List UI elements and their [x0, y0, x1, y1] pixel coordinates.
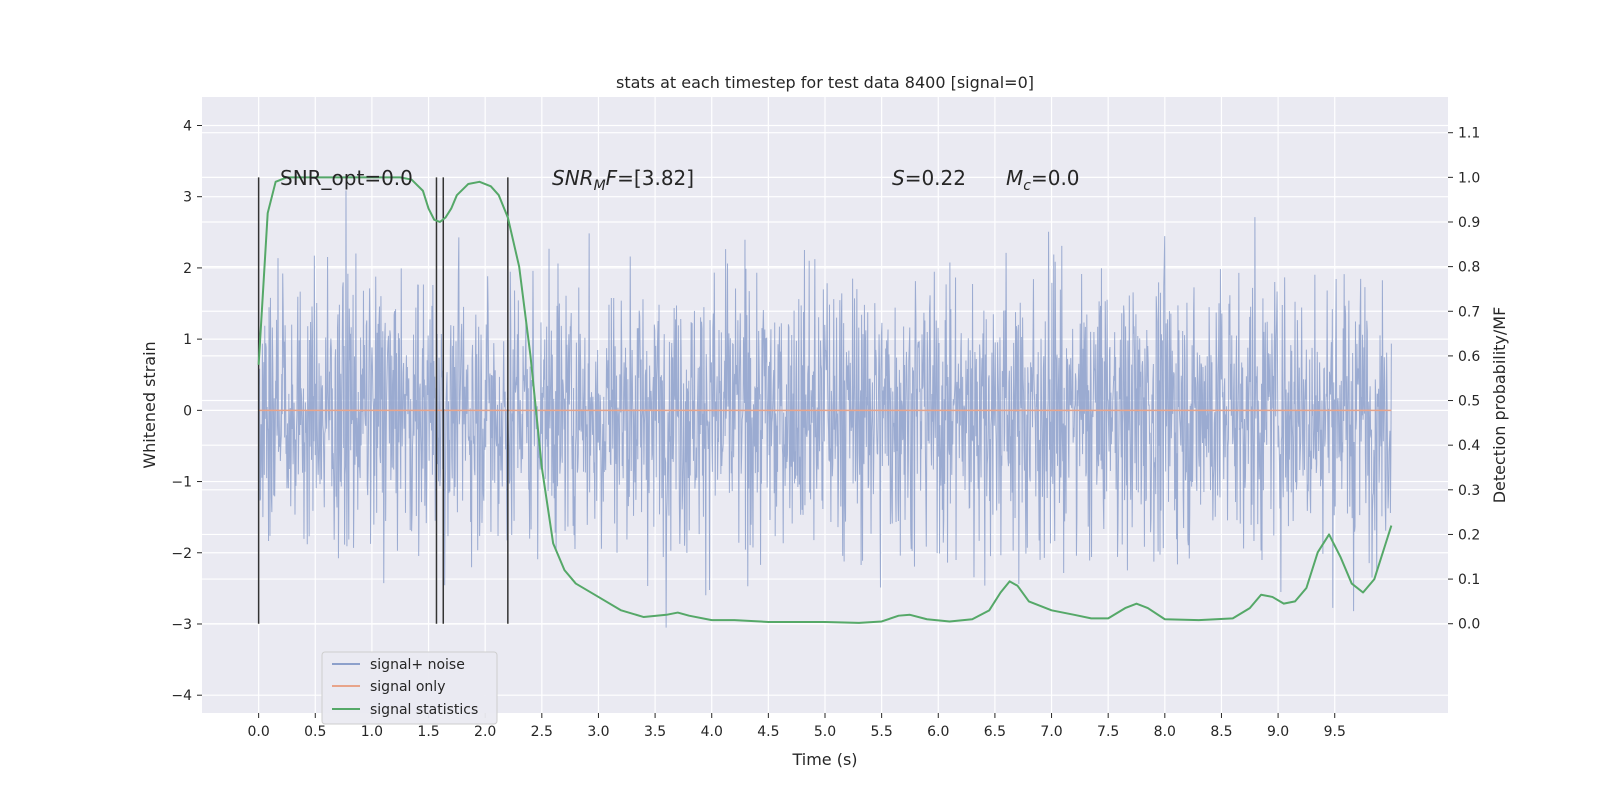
y-tick-label-7: −3 — [171, 617, 192, 633]
x-tick-label-1: 0.5 — [304, 724, 326, 740]
y-right-tick-label-2: 0.9 — [1458, 215, 1480, 231]
annotation-mc-tail: =0.0 — [1031, 166, 1080, 190]
x-tick-label-17: 8.5 — [1210, 724, 1232, 740]
annotation-snr-mf: SNRMF=[3.82] — [552, 166, 694, 194]
legend-label-signal-noise: signal+ noise — [370, 657, 465, 673]
y-right-tick-label-5: 0.6 — [1458, 349, 1480, 365]
x-tick-label-0: 0.0 — [248, 724, 270, 740]
annotation-snr-mf-main: SNR — [552, 166, 594, 190]
x-tick-label-19: 9.5 — [1324, 724, 1346, 740]
x-tick-label-7: 3.5 — [644, 724, 666, 740]
x-tick-label-11: 5.5 — [871, 724, 893, 740]
x-tick-label-12: 6.0 — [927, 724, 949, 740]
x-tick-label-9: 4.5 — [757, 724, 779, 740]
annotation-s-main: S — [892, 166, 905, 190]
x-tick-label-15: 7.5 — [1097, 724, 1119, 740]
x-tick-label-5: 2.5 — [531, 724, 553, 740]
x-axis-label: Time (s) — [791, 750, 857, 769]
y-tick-label-2: 2 — [183, 261, 192, 277]
x-tick-label-6: 3.0 — [587, 724, 609, 740]
y-right-tick-label-4: 0.7 — [1458, 304, 1480, 320]
x-tick-label-4: 2.0 — [474, 724, 496, 740]
legend: signal+ noise signal only signal statist… — [321, 651, 498, 725]
y-axis-label: Whitened strain — [140, 341, 159, 468]
y-right-tick-label-3: 0.8 — [1458, 260, 1480, 276]
x-tick-label-2: 1.0 — [361, 724, 383, 740]
series-signal-noise — [258, 190, 1392, 628]
annotation-snr-mf-sub: M — [594, 178, 606, 194]
x-tick-label-8: 4.0 — [701, 724, 723, 740]
annotation-snr-mf-tail-f: F — [606, 166, 618, 190]
y-right-tick-label-8: 0.3 — [1458, 483, 1480, 499]
y-right-axis-label: Detection probability/MF — [1490, 307, 1509, 504]
y-right-tick-label-9: 0.2 — [1458, 527, 1480, 543]
annotation-s: S=0.22 — [892, 166, 966, 190]
y-right-tick-label-10: 0.1 — [1458, 572, 1480, 588]
y-tick-label-1: 3 — [183, 190, 192, 206]
y-right-axis-ticks: 1.1 1.0 0.9 0.8 0.7 0.6 0.5 0.4 0.3 0.2 0.1 0.0 — [1448, 126, 1480, 633]
y-right-tick-label-7: 0.4 — [1458, 438, 1480, 454]
y-tick-label-5: −1 — [171, 475, 192, 491]
annotation-mc: Mc=0.0 — [1006, 166, 1080, 194]
annotation-s-tail: =0.22 — [905, 166, 966, 190]
y-tick-label-6: −2 — [171, 546, 192, 562]
x-tick-label-13: 6.5 — [984, 724, 1006, 740]
y-tick-label-8: −4 — [171, 688, 192, 704]
x-tick-label-18: 9.0 — [1267, 724, 1289, 740]
annotation-snr-opt: SNR_opt=0.0 — [280, 166, 413, 190]
series-line-signal-statistics — [257, 176, 1393, 624]
y-right-tick-label-0: 1.1 — [1458, 126, 1480, 142]
annotation-mc-main: M — [1006, 166, 1023, 190]
y-right-tick-label-11: 0.0 — [1458, 617, 1480, 633]
y-tick-label-3: 1 — [183, 332, 192, 348]
x-axis-ticks: 0.0 0.5 1.0 1.5 2.0 2.5 3.0 3.5 4.0 4.5 5.0 5.5 6.0 6… — [248, 713, 1346, 740]
chart-title: stats at each timestep for test data 840… — [616, 73, 1034, 92]
series-signal-statistics — [257, 176, 1393, 624]
vertical-markers — [257, 177, 509, 624]
y-right-tick-label-1: 1.0 — [1458, 170, 1480, 186]
x-tick-label-16: 8.0 — [1154, 724, 1176, 740]
annotation-mc-sub: c — [1023, 178, 1031, 194]
legend-label-signal-statistics: signal statistics — [370, 702, 478, 718]
y-tick-label-4: 0 — [183, 403, 192, 419]
x-tick-label-10: 5.0 — [814, 724, 836, 740]
y-axis-ticks: 4 3 2 1 0 −1 −2 −3 −4 — [171, 118, 202, 704]
x-tick-label-3: 1.5 — [417, 724, 439, 740]
series-line-signal-noise — [258, 190, 1392, 628]
x-tick-label-14: 7.0 — [1040, 724, 1062, 740]
annotation-snr-mf-tail: =[3.82] — [617, 166, 694, 190]
y-tick-label-0: 4 — [183, 118, 192, 134]
legend-label-signal-only: signal only — [370, 679, 445, 695]
legend-box — [321, 651, 498, 725]
y-right-tick-label-6: 0.5 — [1458, 394, 1480, 410]
